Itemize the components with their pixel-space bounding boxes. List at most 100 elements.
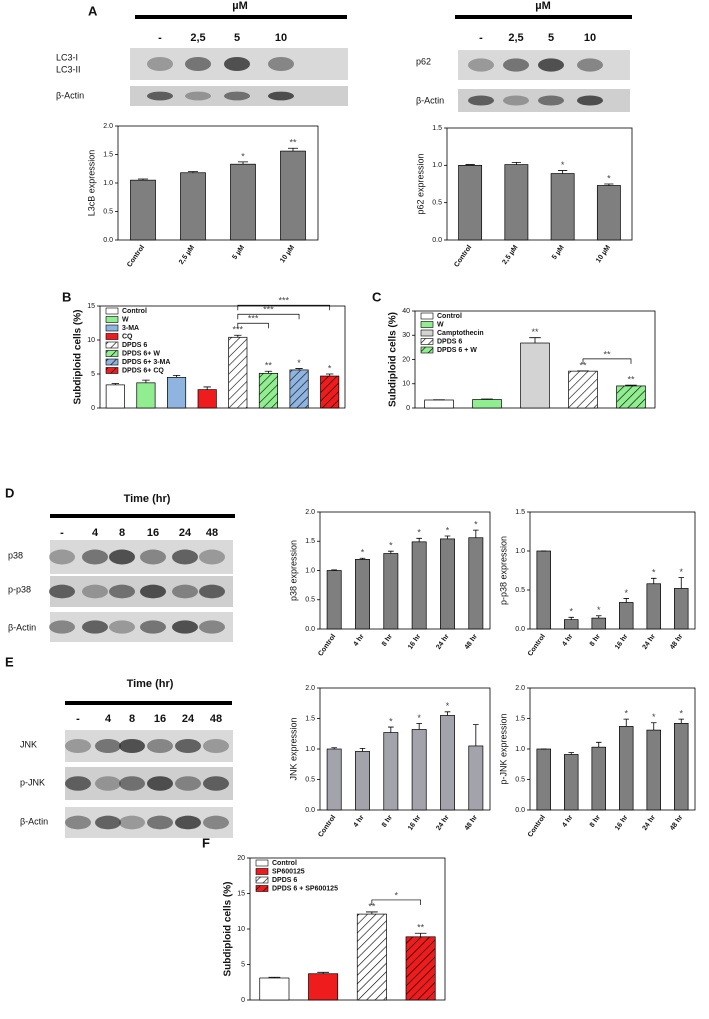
legend-swatch: [420, 346, 434, 354]
significance: *: [652, 712, 656, 722]
x-tick-label: 10 µM: [279, 244, 296, 264]
blot-band: [147, 815, 173, 830]
blot-band: [199, 620, 225, 634]
significance: *: [561, 160, 565, 170]
y-axis-label: JNK expression: [288, 717, 298, 780]
panel-letter: B: [62, 289, 71, 304]
row-label: β-Actin: [416, 95, 444, 105]
x-tick-label: 4 hr: [353, 814, 366, 829]
blot-band: [119, 738, 145, 754]
blot-band: [119, 815, 145, 830]
legend-label: Control: [122, 308, 147, 315]
x-tick-label: 5 µM: [551, 244, 566, 261]
lane-label: 16: [147, 527, 159, 539]
error-bar: [203, 386, 211, 390]
blot-band: [224, 91, 250, 101]
bracket: [237, 313, 300, 320]
blot-band: [468, 95, 494, 106]
error-bar: [444, 711, 451, 716]
error-bar: [142, 379, 150, 383]
blot-band: [65, 738, 91, 754]
error-bar: [268, 976, 281, 978]
row-label: p-JNK: [20, 777, 45, 787]
bar: [259, 977, 290, 1001]
bar: [504, 164, 529, 241]
x-tick-label: 48 hr: [464, 814, 479, 832]
error-bar: [317, 971, 329, 974]
bar: [591, 617, 606, 630]
y-tick-label: 1.0: [103, 180, 113, 187]
legend-label: Control: [437, 313, 462, 320]
bar: [308, 973, 339, 1001]
blot-band: [49, 549, 75, 565]
blot-header: Time (hr): [127, 678, 174, 690]
significance: **: [579, 360, 587, 370]
error-bar: [295, 368, 303, 370]
bracket-label: **: [603, 349, 611, 359]
blot-image: [65, 730, 233, 762]
bar: [383, 553, 399, 630]
error-bar: [188, 171, 198, 173]
row-label: β-Actin: [20, 816, 48, 826]
x-tick-label: 24 hr: [642, 814, 657, 832]
y-tick-label: 1.5: [103, 151, 113, 158]
error-bar: [568, 616, 574, 620]
error-bar: [366, 911, 378, 915]
blot-band: [503, 95, 529, 106]
significance: *: [607, 173, 611, 183]
blot-band: [268, 91, 294, 101]
y-tick-label: 0: [241, 997, 245, 1004]
blot-band: [109, 549, 135, 565]
x-tick-label: 16 hr: [407, 633, 422, 651]
lane-label: 24: [179, 527, 192, 539]
panel-letter: A: [88, 3, 98, 18]
bracket-label: ***: [263, 305, 274, 315]
row-label: p-p38: [8, 584, 31, 594]
bar: [596, 185, 621, 241]
blot-band: [185, 56, 211, 72]
lane-label: 48: [206, 527, 218, 539]
x-tick-label: Control: [126, 244, 146, 268]
x-tick-label: 8 hr: [381, 814, 394, 829]
y-tick-label: 1.0: [305, 746, 315, 753]
significance: **: [368, 901, 376, 911]
bar: [674, 723, 689, 811]
blot-band: [82, 584, 108, 599]
legend-swatch: [105, 358, 119, 366]
y-tick-label: 0.5: [515, 776, 525, 783]
blot-band: [140, 584, 166, 599]
error-bar: [678, 718, 684, 724]
blot-header: µM: [232, 0, 248, 12]
lane-label: 8: [129, 713, 135, 725]
y-tick-label: 2.0: [305, 685, 315, 692]
error-bar: [529, 337, 541, 344]
bar: [458, 164, 483, 241]
error-bar: [678, 577, 684, 589]
blot-band: [577, 58, 603, 72]
row-label: β-Actin: [56, 90, 84, 100]
y-axis-label: p62 expression: [415, 153, 425, 214]
bar: [616, 385, 646, 409]
lane-label: 24: [182, 713, 195, 725]
blot-band: [268, 56, 294, 72]
legend-label: DPDS 6+ 3-MA: [122, 359, 170, 366]
bar: [674, 588, 689, 630]
legend-swatch: [105, 316, 119, 323]
bar: [405, 936, 436, 1001]
y-tick-label: 0.0: [515, 626, 525, 633]
bar: [197, 389, 217, 409]
bar: [411, 541, 427, 630]
error-bar: [604, 183, 614, 186]
y-tick-label: 5: [91, 371, 95, 378]
legend-label: 3-MA: [122, 325, 139, 332]
legend-label: Camptothecin: [437, 330, 484, 337]
y-tick-label: 2.0: [103, 123, 113, 130]
legend-label: Control: [272, 860, 297, 867]
blot-band: [82, 549, 108, 565]
y-tick-label: 20: [237, 855, 245, 862]
y-tick-label: 30: [402, 332, 410, 339]
blot-band: [95, 776, 121, 791]
blot-band: [203, 815, 229, 830]
legend-swatch: [105, 333, 119, 340]
y-tick-label: 0: [406, 405, 410, 412]
